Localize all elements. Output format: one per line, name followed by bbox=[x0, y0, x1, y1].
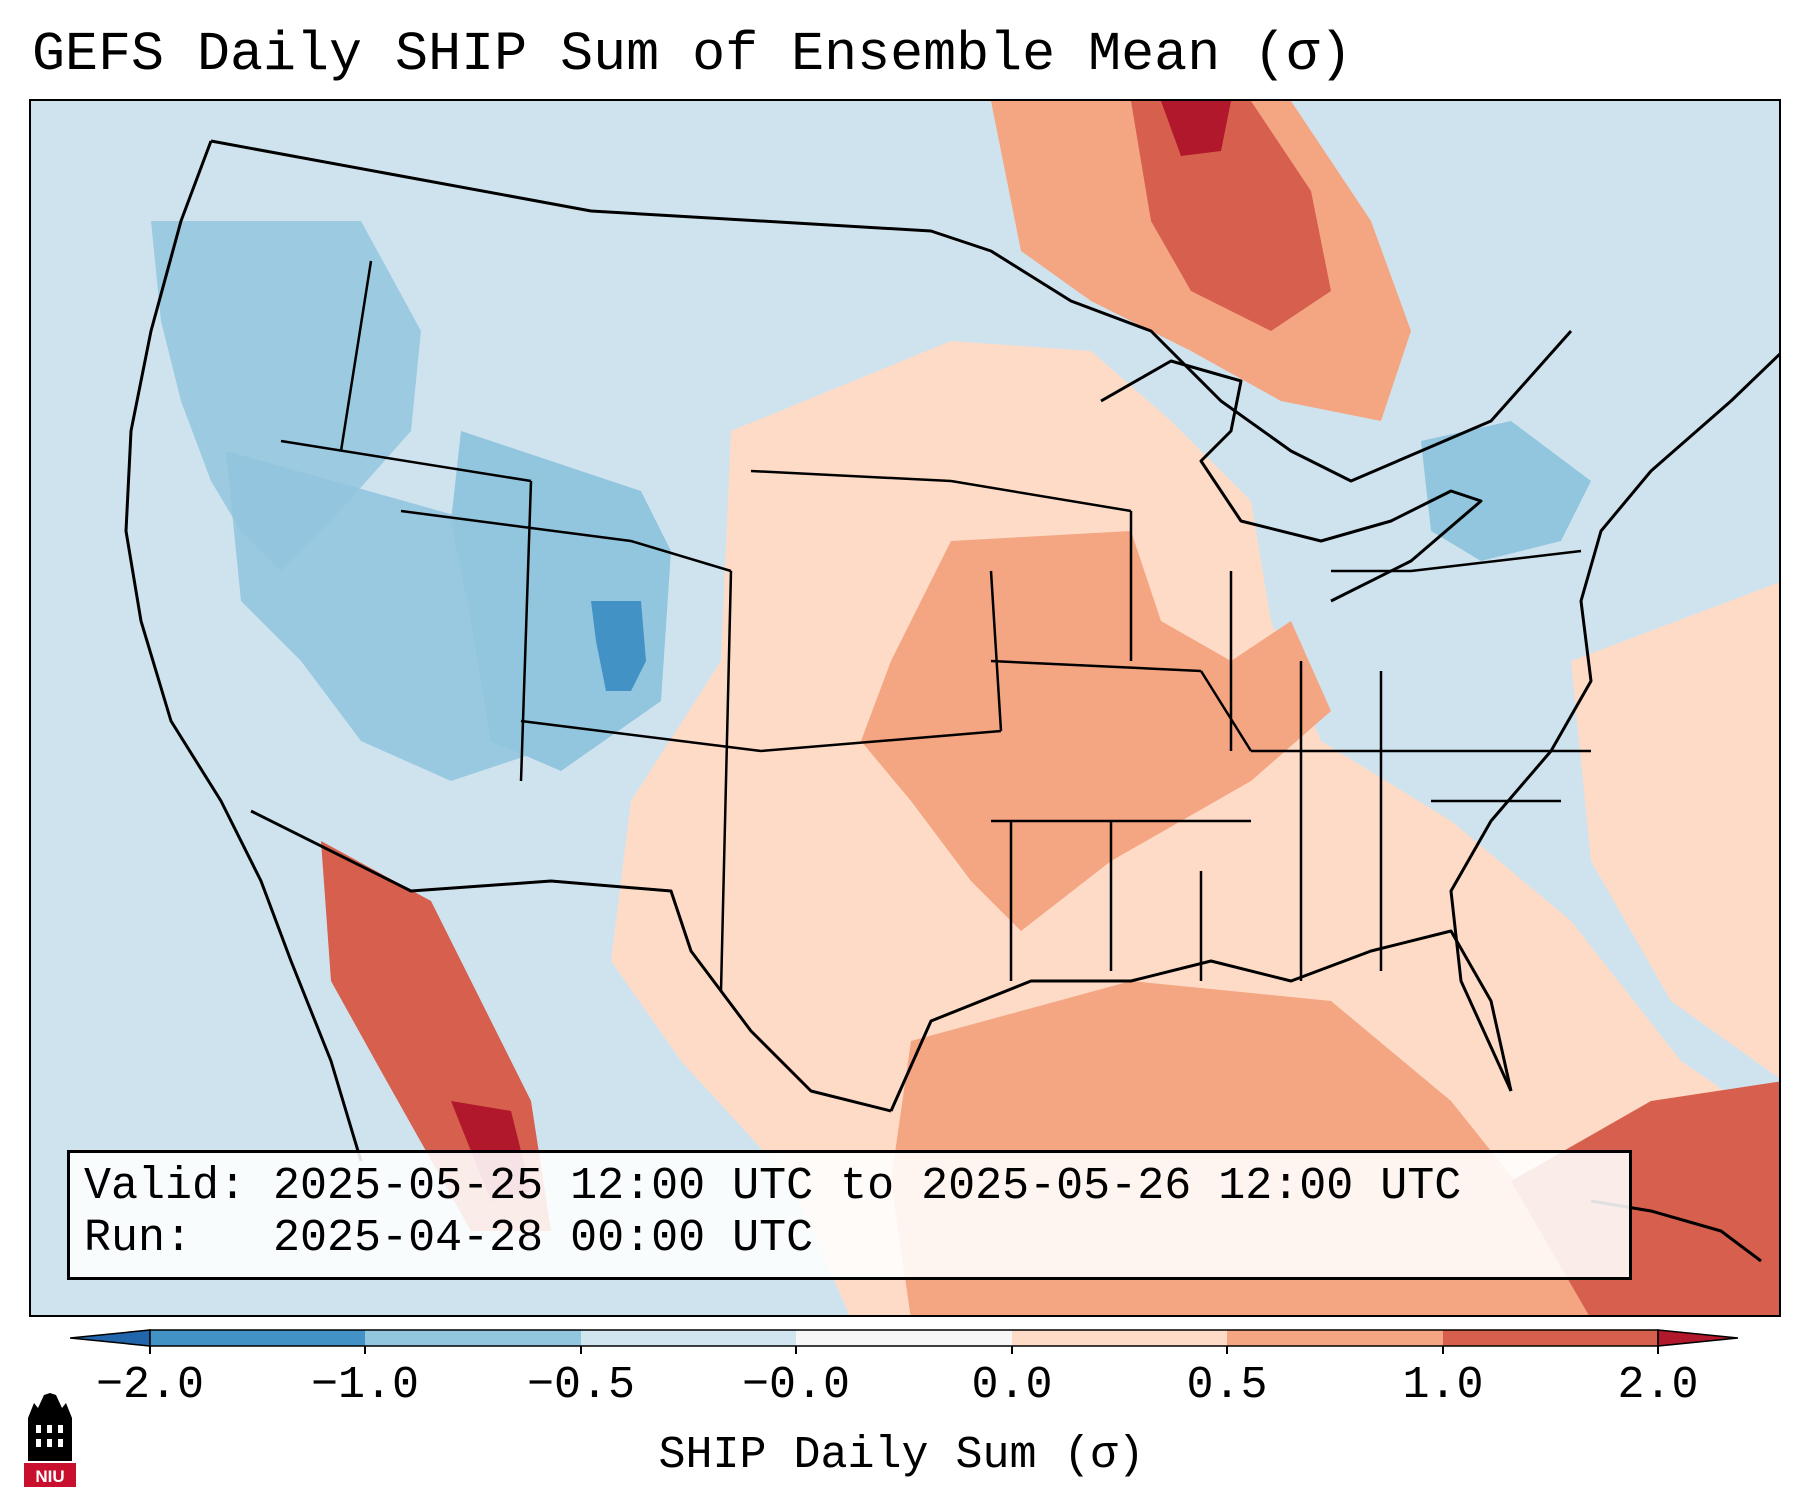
valid-time-line: Valid: 2025-05-25 12:00 UTC to 2025-05-2… bbox=[84, 1161, 1461, 1213]
colorbar-segment-neutral bbox=[796, 1330, 1012, 1346]
negative-anomaly-region-northeast bbox=[1421, 421, 1591, 561]
positive-anomaly-region-plains bbox=[861, 531, 1331, 931]
niu-tower-windows-icon bbox=[36, 1425, 63, 1447]
colorbar-tick-label: −0.0 bbox=[741, 1360, 851, 1411]
us-mexico-border bbox=[250, 809, 892, 1113]
state-borders bbox=[280, 260, 1591, 992]
colorbar-tick-label: 0.0 bbox=[971, 1360, 1053, 1411]
colorbar-tick-label: 2.0 bbox=[1617, 1360, 1699, 1411]
colorbar-extend-high bbox=[1657, 1329, 1739, 1347]
negative-anomaly-core-colorado bbox=[591, 601, 646, 691]
positive-anomaly-region-atlantic bbox=[1571, 582, 1779, 1079]
atlantic-coastline bbox=[1449, 352, 1779, 1092]
run-label: Run: bbox=[84, 1213, 193, 1264]
anomaly-field bbox=[151, 101, 1779, 1315]
positive-anomaly-core-ontario bbox=[1131, 101, 1331, 331]
run-time-value: 2025-04-28 00:00 UTC bbox=[273, 1213, 814, 1264]
colorbar-tick-label: 1.0 bbox=[1402, 1360, 1484, 1411]
colorbar-tick-label: −2.0 bbox=[95, 1360, 205, 1411]
niu-logo: NIU bbox=[24, 1393, 76, 1487]
colorbar-extend-low bbox=[70, 1329, 151, 1347]
pacific-coastline bbox=[124, 140, 363, 1162]
ship-anomaly-map bbox=[124, 101, 1779, 1315]
colorbar-label: SHIP Daily Sum (σ) bbox=[658, 1430, 1145, 1481]
colorbar-segment-1-to-2 bbox=[1443, 1330, 1658, 1346]
valid-run-info-box: Valid: 2025-05-25 12:00 UTC to 2025-05-2… bbox=[67, 1150, 1632, 1280]
colorbar bbox=[70, 1329, 1739, 1354]
colorbar-ticks bbox=[149, 1346, 1659, 1354]
positive-anomaly-region-central bbox=[611, 341, 1779, 1315]
great-lakes-outline bbox=[1100, 359, 1483, 603]
colorbar-segment-below-minus-1 bbox=[150, 1330, 365, 1346]
valid-time-value: 2025-05-25 12:00 UTC to 2025-05-26 12:00… bbox=[273, 1161, 1462, 1212]
negative-anomaly-region-west bbox=[151, 221, 421, 571]
gulf-coastline bbox=[889, 929, 1513, 1112]
us-canada-border bbox=[210, 139, 1573, 483]
colorbar-outline bbox=[149, 1329, 1659, 1347]
svg-text:NIU: NIU bbox=[35, 1467, 64, 1486]
run-time-line: Run: 2025-04-28 00:00 UTC bbox=[84, 1213, 813, 1265]
colorbar-segment-minus-1-to-minus-0.5 bbox=[365, 1330, 581, 1346]
colorbar-segment-0.5-to-1 bbox=[1227, 1330, 1443, 1346]
map-panel bbox=[29, 99, 1781, 1317]
plot-title: GEFS Daily SHIP Sum of Ensemble Mean (σ) bbox=[32, 23, 1353, 86]
colorbar-segment-0-to-0.5 bbox=[1012, 1330, 1227, 1346]
colorbar-tick-label: −1.0 bbox=[310, 1360, 420, 1411]
niu-banner-icon bbox=[24, 1463, 76, 1487]
colorbar-tick-label: −0.5 bbox=[526, 1360, 636, 1411]
colorbar-tick-label: 0.5 bbox=[1186, 1360, 1268, 1411]
valid-label: Valid: bbox=[84, 1161, 247, 1212]
positive-anomaly-max-ontario bbox=[1161, 101, 1231, 156]
colorbar-segment-minus-0.5-to-0 bbox=[581, 1330, 796, 1346]
